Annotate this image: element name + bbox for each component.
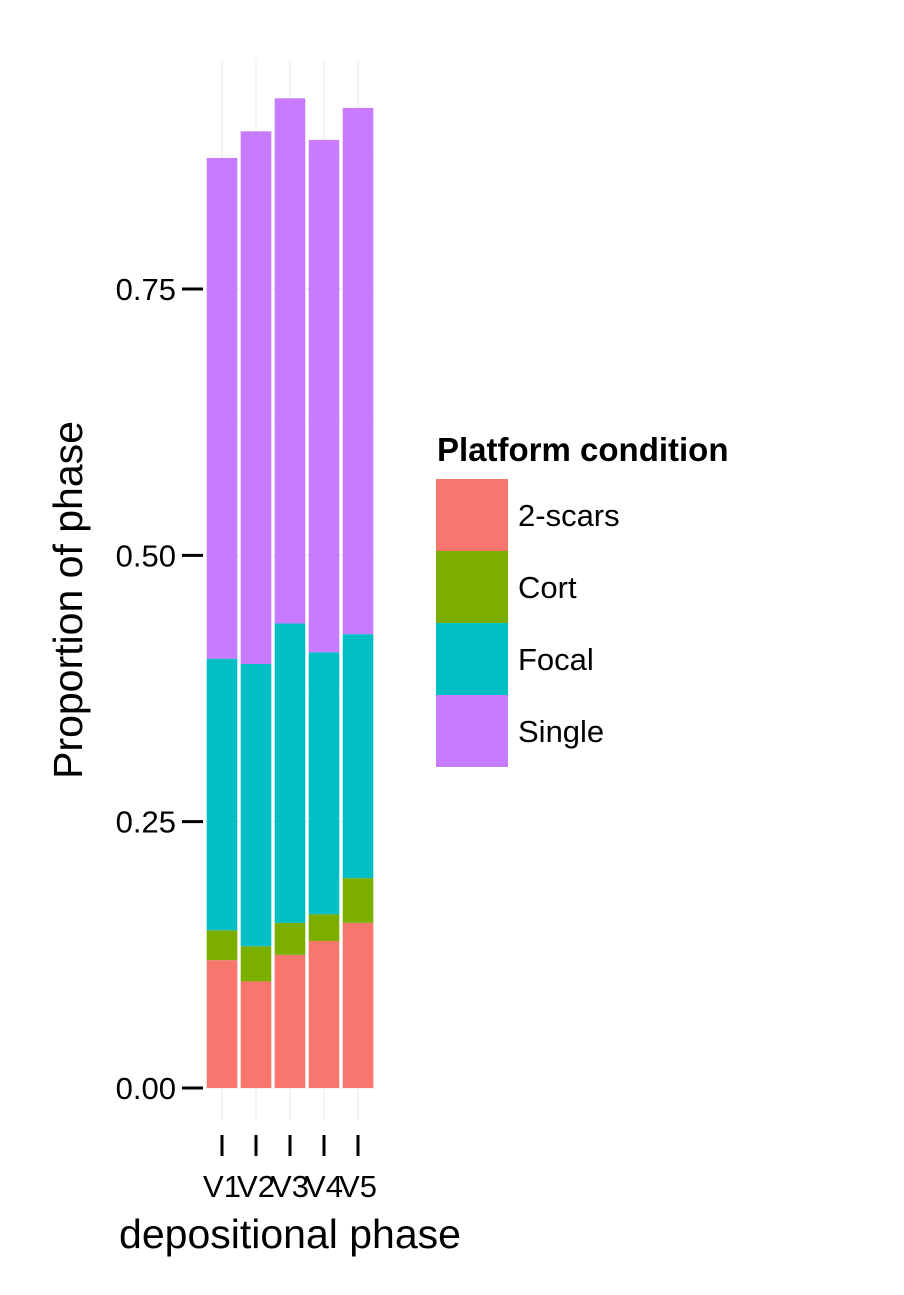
y-tick-label: 0.00 bbox=[116, 1071, 176, 1106]
bar-segment-v2-2-scars bbox=[240, 981, 272, 1088]
x-tick-label: V2 bbox=[237, 1169, 275, 1204]
bar-segment-v4-focal bbox=[308, 652, 340, 915]
bar-segment-v1-cort bbox=[206, 930, 238, 961]
legend-key-single bbox=[436, 695, 508, 767]
bar-segment-v5-cort bbox=[342, 878, 374, 923]
legend-key-2-scars bbox=[436, 479, 508, 551]
y-axis: 0.00 0.25 0.50 0.75 bbox=[116, 272, 203, 1106]
bar-segment-v3-2-scars bbox=[274, 954, 306, 1088]
bar-segment-v5-2-scars bbox=[342, 922, 374, 1088]
bar-segment-v4-cort bbox=[308, 914, 340, 941]
bar-segment-v1-focal bbox=[206, 658, 238, 931]
bars bbox=[206, 98, 374, 1088]
x-tick-label: V3 bbox=[271, 1169, 309, 1204]
bar-segment-v4-single bbox=[308, 139, 340, 653]
bar-segment-v3-focal bbox=[274, 623, 306, 923]
legend: Platform condition 2-scars Cort Focal Singl… bbox=[436, 431, 729, 767]
bar-segment-v3-single bbox=[274, 98, 306, 624]
bar-segment-v5-focal bbox=[342, 634, 374, 879]
legend-label-2-scars: 2-scars bbox=[518, 498, 620, 533]
legend-label-cort: Cort bbox=[518, 570, 577, 605]
bar-segment-v2-cort bbox=[240, 946, 272, 982]
y-tick-label: 0.75 bbox=[116, 272, 176, 307]
legend-key-focal bbox=[436, 623, 508, 695]
bar-segment-v5-single bbox=[342, 107, 374, 635]
legend-title: Platform condition bbox=[437, 431, 729, 468]
bar-segment-v1-2-scars bbox=[206, 960, 238, 1088]
bar-segment-v4-2-scars bbox=[308, 940, 340, 1088]
bar-segment-v3-cort bbox=[274, 922, 306, 955]
legend-label-focal: Focal bbox=[518, 642, 594, 677]
x-tick-label: V1 bbox=[203, 1169, 241, 1204]
x-tick-label: V5 bbox=[339, 1169, 377, 1204]
y-axis-title: Proportion of phase bbox=[45, 421, 91, 779]
x-axis-title: depositional phase bbox=[119, 1211, 461, 1257]
y-tick-label: 0.25 bbox=[116, 805, 176, 840]
legend-label-single: Single bbox=[518, 714, 604, 749]
bar-segment-v1-single bbox=[206, 157, 238, 659]
bar-segment-v2-focal bbox=[240, 663, 272, 947]
bar-segment-v2-single bbox=[240, 131, 272, 664]
y-tick-label: 0.50 bbox=[116, 538, 176, 573]
x-tick-label: V4 bbox=[305, 1169, 343, 1204]
legend-key-cort bbox=[436, 551, 508, 623]
